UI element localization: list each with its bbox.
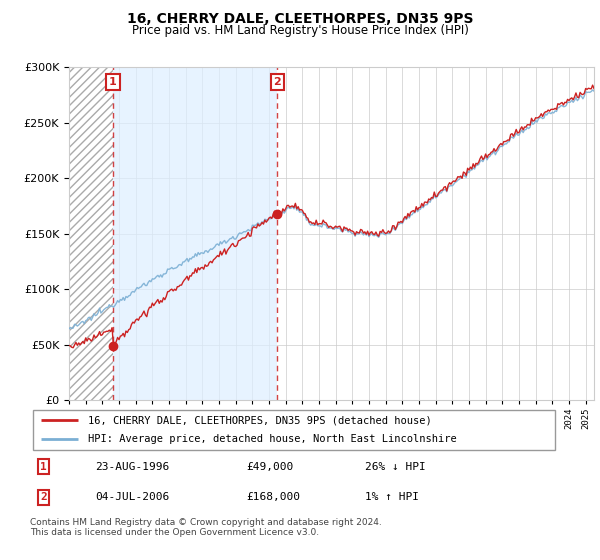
- Text: 2: 2: [274, 77, 281, 87]
- Text: £49,000: £49,000: [246, 461, 293, 472]
- Text: 23-AUG-1996: 23-AUG-1996: [95, 461, 169, 472]
- Text: £168,000: £168,000: [246, 492, 300, 502]
- Text: HPI: Average price, detached house, North East Lincolnshire: HPI: Average price, detached house, Nort…: [88, 435, 457, 445]
- Text: Contains HM Land Registry data © Crown copyright and database right 2024.
This d: Contains HM Land Registry data © Crown c…: [30, 518, 382, 538]
- Text: 26% ↓ HPI: 26% ↓ HPI: [365, 461, 425, 472]
- Bar: [113, 67, 277, 400]
- Text: 2: 2: [40, 492, 47, 502]
- Text: 1% ↑ HPI: 1% ↑ HPI: [365, 492, 419, 502]
- Text: 04-JUL-2006: 04-JUL-2006: [95, 492, 169, 502]
- Text: Price paid vs. HM Land Registry's House Price Index (HPI): Price paid vs. HM Land Registry's House …: [131, 24, 469, 37]
- Text: 1: 1: [109, 77, 117, 87]
- Text: 1: 1: [40, 461, 47, 472]
- Text: 16, CHERRY DALE, CLEETHORPES, DN35 9PS (detached house): 16, CHERRY DALE, CLEETHORPES, DN35 9PS (…: [88, 415, 432, 425]
- FancyBboxPatch shape: [32, 410, 556, 450]
- Bar: [69, 67, 113, 400]
- Text: 16, CHERRY DALE, CLEETHORPES, DN35 9PS: 16, CHERRY DALE, CLEETHORPES, DN35 9PS: [127, 12, 473, 26]
